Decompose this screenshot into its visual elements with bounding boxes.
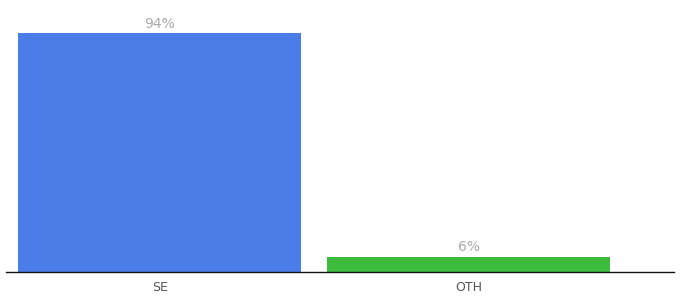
Text: 94%: 94% [145,17,175,31]
Bar [18,33,301,272]
Bar [327,256,610,272]
Text: 6%: 6% [458,240,479,254]
